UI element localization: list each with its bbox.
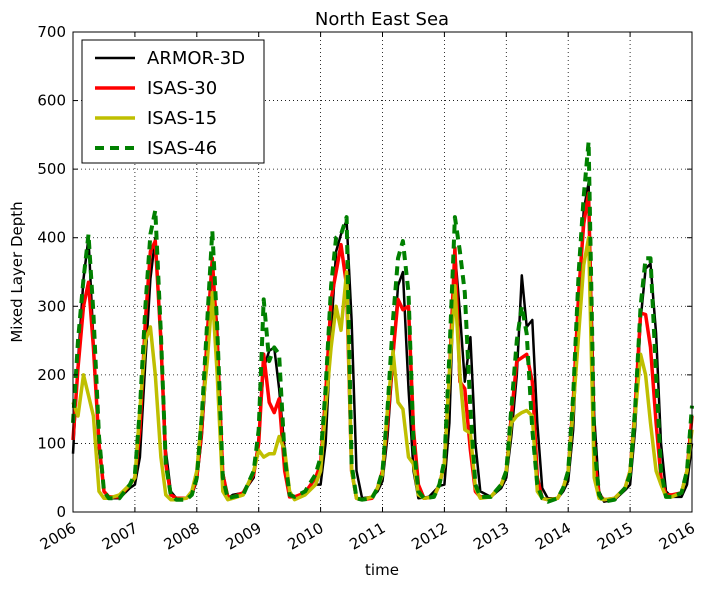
legend-box [81,39,265,164]
y-tick-label: 600 [37,92,66,110]
y-tick-label: 200 [37,366,66,384]
y-tick-label: 400 [37,229,66,247]
plot-area [71,139,694,504]
legend-label: ISAS-15 [147,108,217,129]
y-axis-label: Mixed Layer Depth [8,201,26,342]
y-tick-label: 700 [37,23,66,41]
legend-label: ISAS-30 [147,78,217,99]
y-tick-label: 500 [37,160,66,178]
y-tick-label: 0 [56,503,66,521]
legend: ARMOR-3D ISAS-30 ISAS-15 ISAS-46 [81,39,265,164]
y-tick-label: 100 [37,434,66,452]
legend-label: ARMOR-3D [147,48,245,69]
y-tick-label: 300 [37,297,66,315]
chart-title: North East Sea [315,9,449,30]
legend-label: ISAS-46 [147,138,217,159]
series-line-armor-3d [71,181,694,503]
x-axis-label: time [365,561,399,579]
